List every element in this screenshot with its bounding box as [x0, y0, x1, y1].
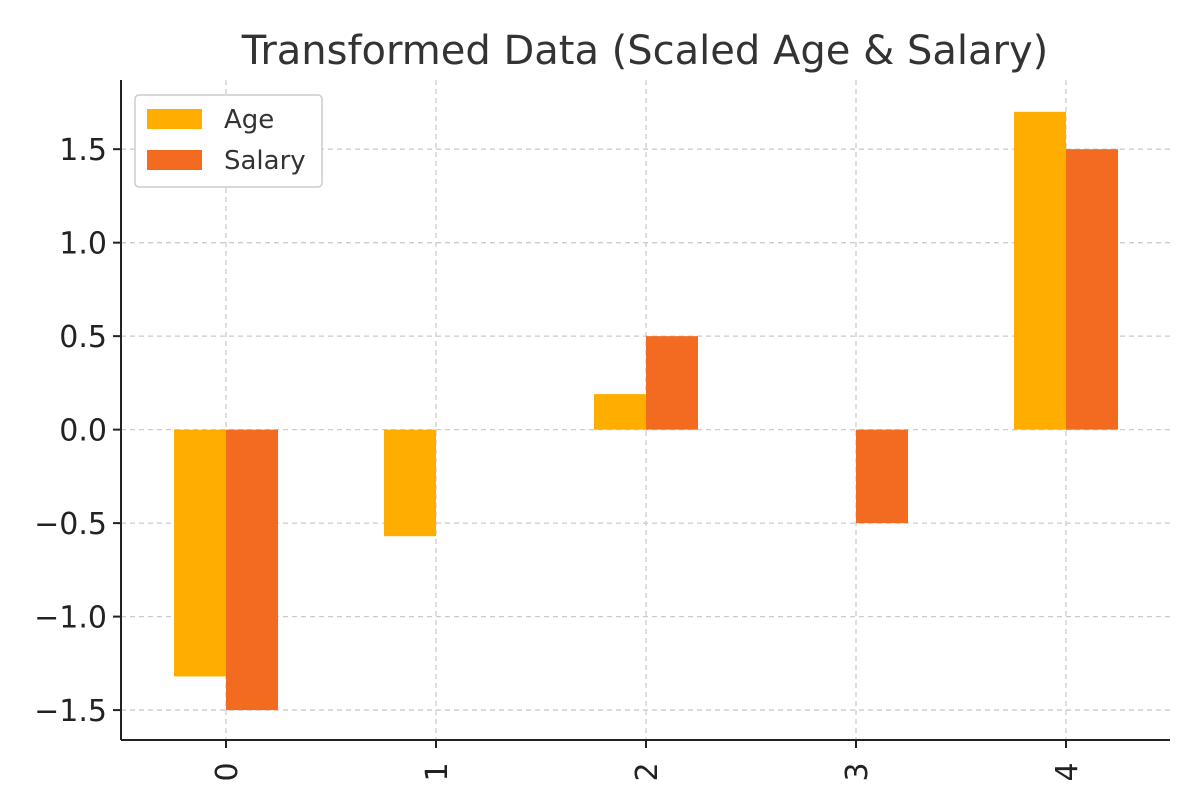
bar-age-0 [174, 429, 226, 677]
bar-salary-3 [856, 429, 908, 524]
bar-salary-0 [226, 429, 278, 711]
y-tick-label: −0.5 [34, 507, 107, 542]
y-tick-label: −1.5 [34, 694, 107, 729]
bar-age-1 [384, 429, 436, 537]
x-tick-label: 1 [420, 762, 455, 781]
x-tick-label: 2 [630, 762, 665, 781]
bar-age-2 [594, 394, 646, 430]
legend-swatch-age [147, 109, 202, 129]
legend-label-age: Age [224, 105, 274, 135]
y-tick-label: 0.0 [59, 414, 107, 449]
x-ticks: 0 1 2 3 4 [210, 740, 1085, 782]
legend-swatch-salary [147, 150, 202, 170]
bar-salary-4 [1066, 149, 1118, 430]
y-ticks: −1.5 −1.0 −0.5 0.0 0.5 1.0 1.5 [34, 133, 121, 729]
y-tick-label: 0.5 [59, 320, 107, 355]
x-tick-label: 3 [840, 762, 875, 781]
y-tick-label: 1.0 [59, 227, 107, 262]
x-tick-label: 4 [1050, 762, 1085, 781]
chart-title: Transformed Data (Scaled Age & Salary) [241, 28, 1048, 74]
y-tick-label: −1.0 [34, 601, 107, 636]
legend: Age Salary [134, 94, 323, 188]
x-tick-label: 0 [210, 762, 245, 781]
bar-salary-2 [646, 336, 698, 430]
bar-age-4 [1014, 111, 1066, 430]
y-tick-label: 1.5 [59, 133, 107, 168]
bars [174, 111, 1118, 711]
legend-label-salary: Salary [224, 146, 306, 176]
